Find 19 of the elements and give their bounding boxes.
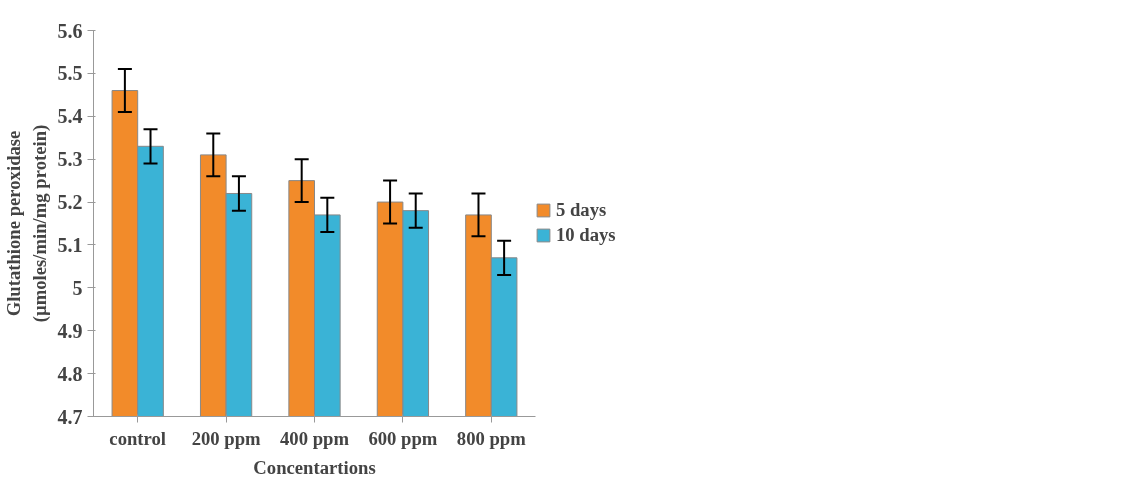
y-tick-label: 5.6 [57, 19, 83, 42]
y-tick-label: 5 [72, 276, 83, 299]
legend-label: 10 days [556, 224, 616, 246]
x-tick-label: 400 ppm [280, 427, 350, 449]
legend-label: 5 days [556, 199, 607, 221]
y-tick-label: 4.9 [57, 319, 83, 342]
y-tick-label: 5.4 [57, 105, 83, 128]
y-tick-label: 5.2 [57, 191, 83, 214]
y-tick-label: 4.8 [57, 362, 83, 385]
x-tick-label: 800 ppm [456, 427, 527, 449]
x-axis-title: Concentartions [253, 456, 376, 478]
y-tick-label: 5.5 [57, 62, 83, 85]
x-tick-label: control [109, 427, 167, 449]
y-axis-title: Glutathione peroxidase (µmoles/min/mg protein) [3, 124, 51, 323]
y-tick-label: 5.1 [57, 233, 83, 256]
x-tick-label: 600 ppm [368, 427, 438, 449]
y-tick-label: 5.3 [57, 148, 83, 171]
y-tick-label: 4.7 [57, 405, 83, 428]
x-tick-label: 200 ppm [191, 427, 262, 449]
